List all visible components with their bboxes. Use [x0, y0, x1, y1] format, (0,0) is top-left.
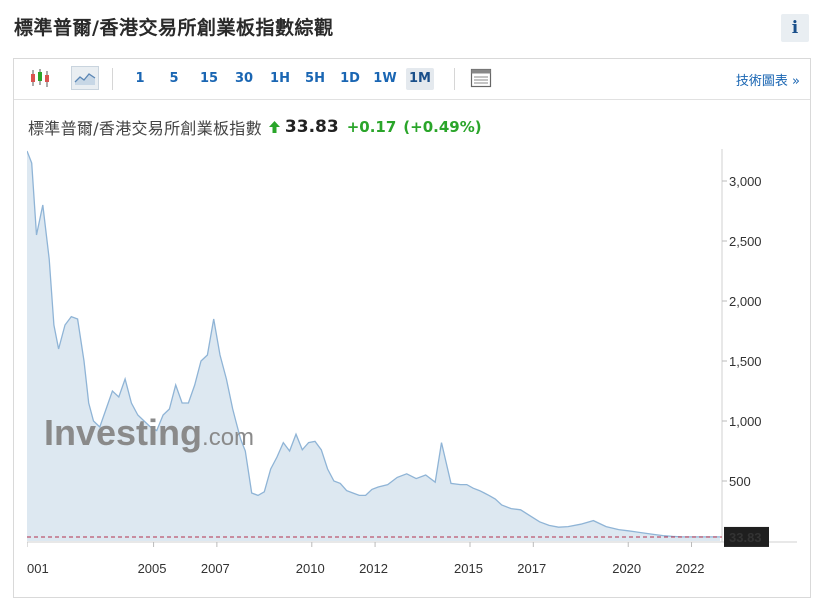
- y-tick-label: 2,000: [729, 294, 762, 309]
- chart-toolbar: 1 5 15 30 1H 5H 1D 1W 1M 技術圖表 »: [14, 59, 810, 100]
- candlestick-icon[interactable]: [26, 66, 54, 90]
- x-tick-label: 2022: [676, 561, 705, 576]
- y-tick-label: 2,500: [729, 234, 762, 249]
- timeframe-30[interactable]: 30: [234, 71, 254, 86]
- x-tick-label: 2012: [359, 561, 388, 576]
- up-arrow-icon: [268, 118, 280, 137]
- x-tick-label: 2007: [201, 561, 230, 576]
- x-tick-label: 2020: [612, 561, 641, 576]
- index-name: 標準普爾/香港交易所創業板指數: [28, 119, 262, 138]
- investing-watermark: Investing.com: [44, 412, 254, 453]
- timeframe-15[interactable]: 15: [199, 71, 219, 86]
- price-chart[interactable]: Investing.com 500 1,000 1,500 2,000 2,500 3,0…: [27, 149, 797, 589]
- info-button[interactable]: i: [781, 14, 809, 42]
- watermark-brand: Investing: [44, 412, 202, 453]
- quote-line: 標準普爾/香港交易所創業板指數 33.83 +0.17 (+0.49%): [28, 115, 482, 139]
- area-fill: [27, 151, 720, 541]
- x-tick-label: 001: [27, 561, 49, 576]
- timeframe-1w[interactable]: 1W: [373, 71, 397, 86]
- price-change: +0.17: [346, 118, 397, 136]
- toolbar-divider: [454, 68, 455, 90]
- y-tick-label: 1,500: [729, 354, 762, 369]
- y-tick-label: 500: [729, 474, 751, 489]
- timeframe-1[interactable]: 1: [135, 71, 145, 86]
- timeframe-1h[interactable]: 1H: [270, 71, 290, 86]
- x-tick-label: 2017: [517, 561, 546, 576]
- chart-area-layer: [27, 150, 720, 541]
- page-title: 標準普爾/香港交易所創業板指數綜觀: [14, 17, 334, 39]
- last-price-box: [724, 526, 769, 547]
- area-chart-icon[interactable]: [71, 66, 99, 90]
- price-change-percent: (+0.49%): [403, 118, 482, 136]
- y-axis-ticks: 500 1,000 1,500 2,000 2,500 3,000: [722, 174, 762, 489]
- x-tick-label: 2015: [454, 561, 483, 576]
- y-tick-label: 1,000: [729, 414, 762, 429]
- technical-chart-link[interactable]: 技術圖表 »: [735, 74, 800, 89]
- toolbar-divider: [112, 68, 113, 90]
- timeframe-5h[interactable]: 5H: [305, 71, 325, 86]
- last-price-label: 33.83: [729, 530, 762, 545]
- timeframe-5[interactable]: 5: [169, 71, 179, 86]
- x-tick-label: 2010: [296, 561, 325, 576]
- watermark-suffix: .com: [202, 424, 254, 451]
- chart-panel: 1 5 15 30 1H 5H 1D 1W 1M 技術圖表 » 標準普爾/香港交…: [13, 58, 811, 598]
- timeframe-1m[interactable]: 1M: [406, 68, 434, 90]
- timeframe-1d[interactable]: 1D: [340, 71, 360, 86]
- series-line: [27, 150, 720, 538]
- x-tick-label: 2005: [138, 561, 167, 576]
- index-price: 33.83: [284, 117, 339, 137]
- x-axis-ticks: 001 2005 2007 2010 2012 2015 2017 2020 2022: [27, 542, 704, 576]
- y-tick-label: 3,000: [729, 174, 762, 189]
- table-icon[interactable]: [467, 66, 495, 90]
